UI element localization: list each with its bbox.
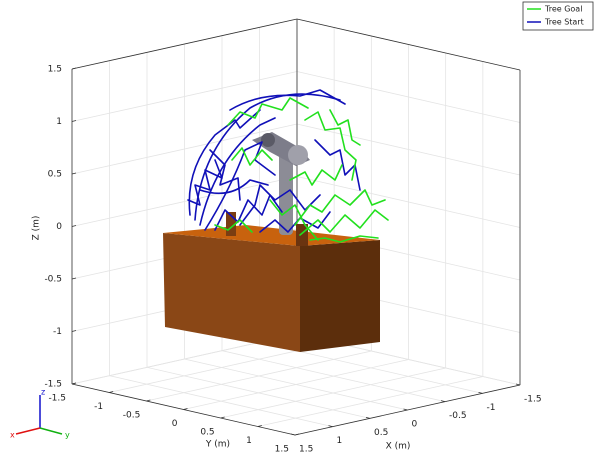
tick-mark bbox=[72, 173, 76, 174]
triad-label: x bbox=[10, 431, 15, 440]
tree-goal bbox=[215, 98, 388, 242]
x-tick-label: 1.5 bbox=[299, 445, 313, 455]
triad-y bbox=[40, 428, 62, 434]
tick-mark bbox=[72, 331, 76, 332]
tick-mark bbox=[72, 383, 76, 384]
table-side bbox=[300, 240, 380, 352]
z-tick-label: 1 bbox=[56, 117, 62, 127]
chart: -1.5 -1 -0.5 0 0.5 1 1.5 -1.5 -1 -0.5 0 0.5 1 1.5 -1.5… bbox=[0, 0, 595, 455]
y-tick-label: -0.5 bbox=[123, 411, 141, 421]
z-tick-label: 1.5 bbox=[48, 65, 62, 75]
z-tick-label: 0.5 bbox=[48, 170, 62, 180]
y-axis-label: Y (m) bbox=[205, 440, 230, 450]
x-tick-label: 1 bbox=[337, 436, 343, 446]
tick-mark bbox=[72, 226, 76, 227]
tick-mark bbox=[479, 392, 483, 393]
tick-mark bbox=[184, 409, 188, 410]
tick-mark bbox=[329, 426, 333, 427]
table-block bbox=[163, 225, 380, 352]
y-tick-label: 1 bbox=[246, 436, 252, 446]
table-front bbox=[163, 233, 300, 352]
tick-mark bbox=[72, 278, 76, 279]
x-tick-label: 0 bbox=[412, 420, 418, 430]
legend-label: Tree Goal bbox=[544, 5, 582, 14]
y-tick-label: -1.5 bbox=[48, 394, 66, 404]
y-tick-label: 0.5 bbox=[200, 428, 214, 438]
tree-branch bbox=[300, 210, 388, 235]
tick-mark bbox=[72, 121, 76, 122]
y-tick-label: 0 bbox=[172, 419, 178, 429]
grid-line bbox=[72, 72, 520, 123]
triad-x bbox=[16, 428, 40, 434]
grid-line bbox=[72, 19, 520, 70]
robot-joint bbox=[288, 145, 308, 165]
tree-branch bbox=[188, 160, 222, 205]
tick-mark bbox=[295, 434, 299, 435]
z-tick-label: -1.5 bbox=[44, 380, 62, 390]
tree-branch bbox=[230, 90, 345, 110]
tick-mark bbox=[146, 400, 150, 401]
x-axis-label: X (m) bbox=[386, 442, 411, 452]
legend: Tree Goal Tree Start bbox=[523, 2, 593, 30]
z-tick-label: 0 bbox=[56, 222, 62, 232]
y-tick-label: -1 bbox=[94, 402, 103, 412]
tick-mark bbox=[109, 392, 113, 393]
tree-branch bbox=[232, 148, 272, 165]
tick-mark bbox=[221, 417, 225, 418]
tick-mark bbox=[441, 401, 445, 402]
z-tick-label: -0.5 bbox=[44, 275, 62, 285]
tick-mark bbox=[291, 434, 295, 435]
tick-mark bbox=[72, 68, 76, 69]
legend-label: Tree Start bbox=[544, 18, 584, 27]
x-tick-label: -0.5 bbox=[449, 411, 467, 421]
tick-mark bbox=[366, 417, 370, 418]
z-axis-label: Z (m) bbox=[32, 216, 42, 241]
grid-line bbox=[72, 177, 520, 228]
triad-label: y bbox=[65, 431, 70, 440]
tick-mark bbox=[404, 409, 408, 410]
x-tick-label: -1 bbox=[487, 403, 496, 413]
tick-mark bbox=[516, 384, 520, 385]
tick-mark bbox=[258, 426, 262, 427]
triad-label: z bbox=[41, 388, 45, 397]
x-tick-label: -1.5 bbox=[524, 395, 542, 405]
robot-joint bbox=[261, 133, 275, 147]
y-tick-label: 1.5 bbox=[275, 445, 289, 455]
z-tick-label: -1 bbox=[53, 327, 62, 337]
x-tick-label: 0.5 bbox=[374, 428, 388, 438]
